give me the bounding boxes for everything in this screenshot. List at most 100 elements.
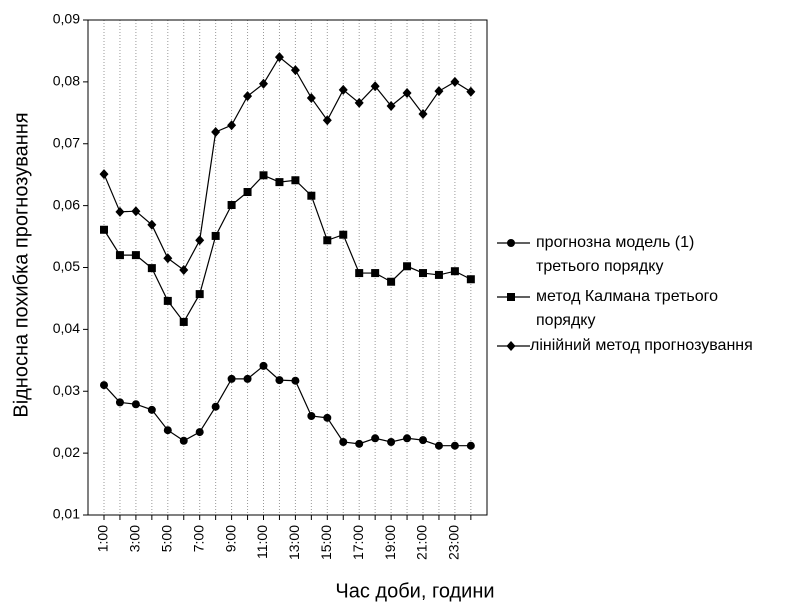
plot-frame <box>87 19 488 516</box>
point <box>195 290 204 299</box>
point <box>338 84 348 95</box>
point <box>434 86 444 97</box>
x-tick-label: 1:00 <box>95 525 111 552</box>
y-axis-title: Відносна похибка прогнозування <box>10 112 32 417</box>
point <box>419 436 427 445</box>
point <box>275 178 284 187</box>
x-tick-label: 7:00 <box>190 525 206 552</box>
point <box>147 219 157 230</box>
point <box>147 264 156 273</box>
point <box>403 434 412 443</box>
point <box>387 277 396 286</box>
x-tick-label: 17:00 <box>350 525 366 560</box>
y-tick-label: 0,08 <box>53 73 80 89</box>
point <box>115 206 125 217</box>
point <box>371 269 380 278</box>
point <box>163 426 172 435</box>
point <box>450 76 460 87</box>
point <box>450 267 459 276</box>
y-tick-label: 0,05 <box>53 258 80 274</box>
point <box>507 239 515 247</box>
point <box>227 374 236 383</box>
y-tick-label: 0,06 <box>53 196 80 212</box>
y-tick-label: 0,02 <box>53 444 80 460</box>
point <box>355 269 364 278</box>
legend-label: прогнозна модель (1) третього порядку <box>536 234 695 275</box>
point <box>259 361 268 370</box>
y-tick-label: 0,04 <box>53 320 80 336</box>
point <box>291 376 300 385</box>
point <box>307 191 316 200</box>
point <box>402 88 412 99</box>
point <box>131 400 140 409</box>
y-tick-label: 0,03 <box>53 382 80 398</box>
y-tick-label: 0,01 <box>53 506 80 522</box>
point <box>211 402 220 411</box>
point <box>419 269 427 278</box>
series-line <box>103 56 472 271</box>
point <box>100 381 108 390</box>
point <box>466 86 476 97</box>
point <box>163 253 173 264</box>
point <box>274 52 284 63</box>
point <box>291 176 300 185</box>
point <box>100 225 108 234</box>
point <box>355 439 364 448</box>
point <box>227 201 236 210</box>
point <box>507 293 515 301</box>
series-line <box>103 365 471 447</box>
series-line <box>103 174 472 324</box>
point <box>434 270 443 279</box>
point <box>434 441 443 450</box>
x-tick-label: 19:00 <box>382 525 398 560</box>
point <box>307 412 316 420</box>
point <box>323 236 332 245</box>
x-tick-label: 15:00 <box>318 525 334 560</box>
point <box>211 126 221 137</box>
y-tick-label: 0,07 <box>53 134 80 150</box>
point <box>99 169 109 180</box>
point <box>323 413 332 422</box>
point <box>115 398 124 407</box>
point <box>195 428 204 437</box>
point <box>306 92 316 103</box>
point <box>115 251 124 260</box>
point <box>131 206 141 217</box>
point <box>386 101 396 112</box>
point <box>259 171 268 180</box>
point <box>506 341 516 351</box>
point <box>211 231 220 240</box>
point <box>275 376 284 385</box>
point <box>339 230 348 239</box>
point <box>179 317 188 326</box>
point <box>339 437 348 446</box>
x-tick-label: 5:00 <box>159 525 175 552</box>
point <box>147 405 156 414</box>
legend-label: метод Калмана третього порядку <box>536 288 719 329</box>
point <box>466 441 475 450</box>
x-tick-label: 3:00 <box>127 525 143 552</box>
point <box>466 275 475 284</box>
point <box>418 109 428 120</box>
point <box>243 374 252 383</box>
point <box>163 296 172 305</box>
point <box>354 97 364 108</box>
point <box>450 441 459 450</box>
y-tick-label: 0,09 <box>53 11 80 27</box>
point <box>179 264 189 275</box>
point <box>387 437 396 446</box>
x-tick-label: 13:00 <box>286 525 302 560</box>
point <box>322 115 332 126</box>
point <box>243 188 252 197</box>
x-tick-label: 11:00 <box>254 525 270 559</box>
point <box>259 78 268 89</box>
point <box>370 81 380 92</box>
point <box>131 251 140 260</box>
point <box>403 262 412 271</box>
x-tick-label: 21:00 <box>414 525 430 560</box>
x-tick-label: 23:00 <box>446 525 462 560</box>
point <box>290 65 300 76</box>
point <box>243 91 253 102</box>
